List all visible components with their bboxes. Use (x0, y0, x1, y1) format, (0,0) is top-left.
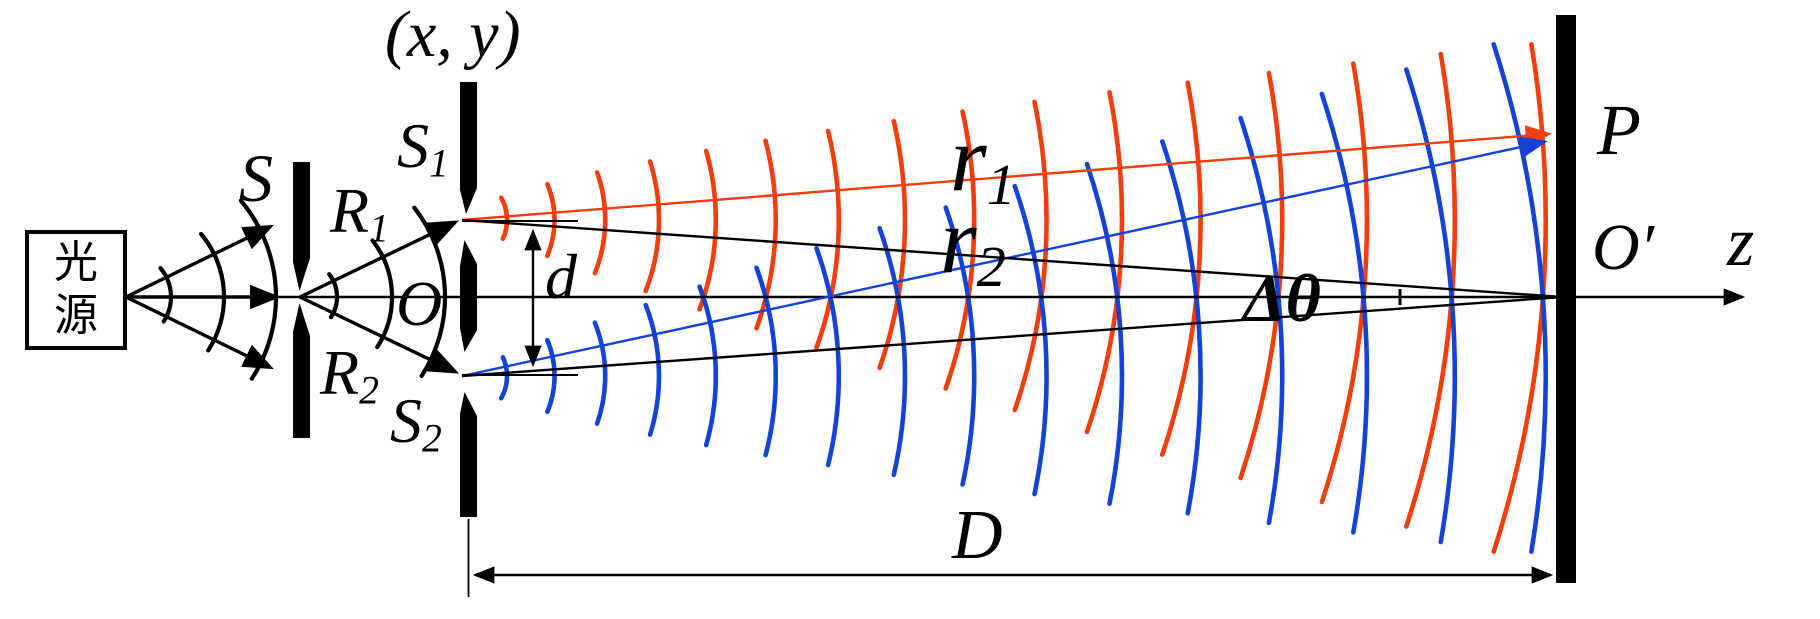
line-s1-oprime (461, 218, 1563, 299)
radius-r2-label: R2 (320, 337, 379, 413)
slit-s1-label: S1 (397, 110, 449, 186)
ray-r2-label: r2 (940, 189, 1006, 299)
barriers-and-screen (293, 15, 1576, 583)
slit-separation-d-label: d (545, 241, 577, 312)
slit-s-label: S (239, 140, 273, 216)
line-s2-oprime (461, 295, 1563, 378)
slit-s2-label: S2 (390, 385, 442, 461)
ray-r1-label: r1 (950, 107, 1016, 217)
axis-z-label: z (1727, 204, 1755, 281)
observation-plane-coords-label: (x, y) (385, 0, 521, 71)
first-barrier-upper (293, 162, 310, 291)
observation-screen (1556, 15, 1576, 583)
light-source-label: 光源 (54, 238, 98, 340)
first-barrier-lower (293, 303, 310, 438)
origin-o-prime-label: O′ (1592, 211, 1655, 284)
screen-distance-d-label: D (952, 497, 1003, 574)
double-slit-top (460, 82, 477, 214)
light-source-box: 光源 (25, 230, 127, 350)
radius-r1-label: R1 (330, 175, 389, 251)
double-slit-bottom (460, 392, 477, 517)
angle-delta-theta-label: Δθ (1243, 260, 1321, 336)
origin-o-label: O (396, 268, 443, 339)
point-p-label: P (1597, 90, 1641, 170)
rays-axis-dimensions (126, 125, 1746, 597)
ray-r1 (461, 125, 1552, 222)
